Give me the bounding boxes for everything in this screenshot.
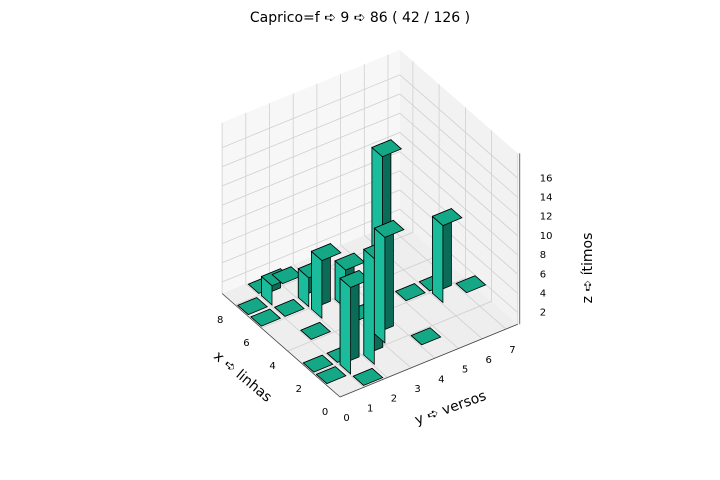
bar-top [334,252,366,271]
bar-top [237,297,269,316]
grid-line-y [245,112,364,388]
bar-top [271,266,303,285]
bar-top [250,308,282,327]
back-pane [399,49,518,325]
bars [237,139,487,386]
x-tick-label: 4 [269,361,275,372]
bar [302,354,334,373]
bar [271,266,303,285]
bar-top [352,367,384,386]
x-tick-label: 6 [243,338,249,349]
grid-line-x [235,61,414,306]
grid-line-y [363,64,483,340]
bar [315,366,347,385]
grid-line-z [221,131,519,237]
grid-line-y [340,74,459,349]
bar-top [302,354,334,373]
y-tick-label: 0 [343,413,349,424]
bar [300,321,332,340]
chart-title: Caprico=f ➪ 9 ➪ 86 ( 42 / 126 ) [250,10,470,26]
z-tick-label: 8 [540,250,546,261]
z-tick-label: 2 [540,308,546,319]
bar-top [455,275,487,294]
z-tick-label: 14 [540,193,553,204]
y-tick-label: 4 [438,374,444,385]
z-tick-label: 16 [540,173,553,184]
bar-top [273,298,305,317]
bar-top [431,208,463,227]
bar-face [310,250,323,320]
y-tick-label: 3 [414,384,420,395]
x-axis-label: x ➪ linhas [210,348,274,405]
bar-top [373,219,405,238]
bar [410,327,442,346]
bar [273,298,305,317]
bar-top [410,327,442,346]
bar-face [373,227,386,344]
bar [394,283,426,302]
bar-top [394,283,426,302]
z-tick-label: 4 [540,289,546,300]
bar [310,243,342,320]
grid-line-z [221,189,519,294]
z-axis-label: z ➪ ítimos [580,233,596,304]
x-tick-label: 8 [217,315,223,326]
y-tick-label: 1 [367,403,373,414]
bar-top [310,243,342,262]
bar-face [363,248,375,366]
grid-line-z [221,74,519,179]
y-tick-label: 6 [486,355,492,366]
bar [455,275,487,294]
bar-face [431,215,444,304]
bar [373,219,405,344]
bar-top [300,321,332,340]
z-tick-label: 10 [540,231,553,242]
z-tick-label: 6 [540,269,546,280]
bar-top [315,366,347,385]
grid-line-z [221,170,519,275]
x-axis-line [221,293,341,398]
side-pane [222,49,400,294]
grid-line-z [221,112,519,218]
bar [339,269,371,375]
bar [352,367,384,386]
y-axis-line [339,323,518,398]
bar [431,208,463,304]
y-tick-label: 7 [509,345,515,356]
z-tick-label: 12 [540,212,553,223]
bar-top [371,139,403,158]
axis-lines [221,153,521,398]
bar-top [339,270,371,288]
y-axis-label: y ➪ versos [413,388,489,429]
y-tick-label: 2 [391,394,397,405]
x-tick-label: 0 [322,407,328,418]
grid-line-z [221,151,519,256]
y-tick-label: 5 [462,365,468,376]
grid-line-z [221,93,519,198]
bar [237,297,269,316]
bar-face [339,277,352,375]
bar [250,308,282,327]
x-tick-label: 2 [296,384,302,395]
